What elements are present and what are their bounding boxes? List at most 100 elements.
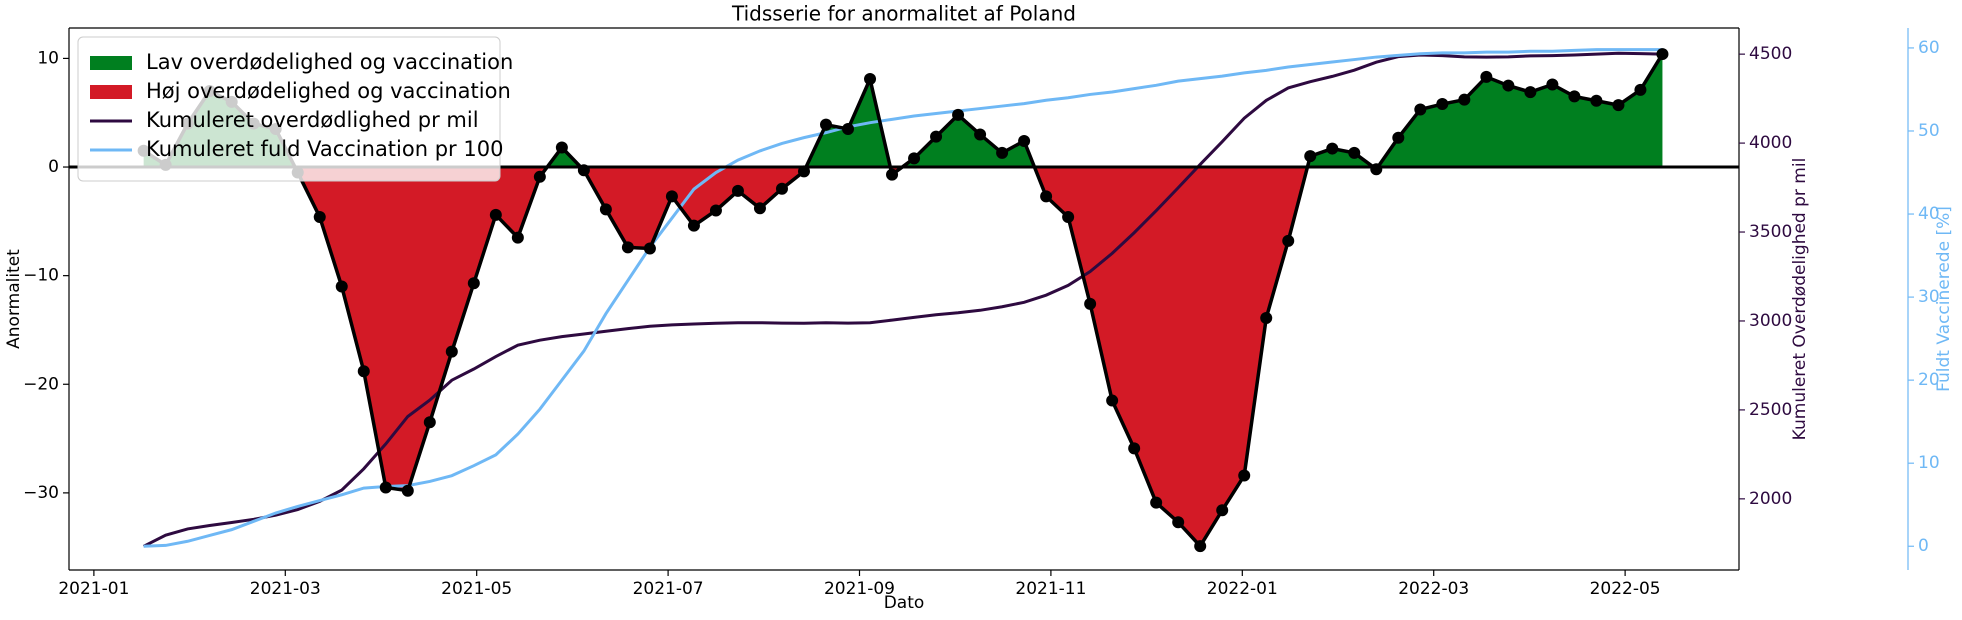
y2-tick-label: 4500	[1749, 44, 1792, 64]
anomaly-point	[886, 168, 899, 181]
y3-axis-label: Fuldt Vaccinerede [%]	[1934, 206, 1954, 392]
y2-tick-label: 2500	[1749, 400, 1792, 420]
y3-tick-label: 10	[1918, 453, 1940, 473]
anomaly-point	[379, 481, 392, 494]
anomaly-point	[864, 73, 877, 86]
anomaly-point	[1018, 134, 1031, 147]
x-tick-label: 2022-05	[1590, 579, 1661, 599]
anomaly-point	[467, 277, 480, 290]
x-tick-label: 2021-05	[441, 579, 512, 599]
anomaly-point	[357, 365, 370, 378]
anomaly-point	[1458, 93, 1471, 106]
anomaly-point	[1172, 516, 1185, 529]
y3-tick-label: 50	[1918, 121, 1940, 141]
legend-label: Kumuleret overdødlighed pr mil	[146, 108, 479, 132]
anomaly-point	[1304, 150, 1317, 163]
anomaly-line	[142, 53, 1664, 549]
anomaly-point	[489, 208, 502, 221]
y-axis-label: Anormalitet	[4, 249, 24, 349]
anomaly-point	[820, 118, 833, 131]
x-tick-label: 2021-01	[58, 579, 129, 599]
y3-tick-label: 60	[1918, 38, 1940, 58]
y-tick-label: −10	[23, 266, 59, 286]
anomaly-point	[1062, 210, 1075, 223]
x-tick-label: 2021-11	[1015, 579, 1086, 599]
anomaly-point	[423, 416, 436, 429]
y2-tick-label: 3500	[1749, 222, 1792, 242]
anomaly-point	[952, 108, 965, 121]
x-tick-label: 2022-03	[1398, 579, 1469, 599]
negative-area	[143, 167, 1663, 547]
anomaly-point	[908, 152, 921, 165]
line-series	[143, 48, 1663, 548]
anomaly-point	[665, 190, 678, 203]
legend-swatch	[90, 56, 132, 70]
anomaly-point	[731, 184, 744, 197]
x-axis-label: Dato	[884, 593, 925, 613]
legend-label: Lav overdødelighed og vaccination	[146, 50, 513, 74]
positive-area	[143, 54, 1663, 168]
anomaly-point	[1348, 146, 1361, 159]
legend-label: Høj overdødelighed og vaccination	[146, 79, 511, 103]
y-tick-label: −30	[23, 483, 59, 503]
anomaly-point	[577, 164, 590, 177]
anomaly-point	[1128, 442, 1141, 455]
anomaly-point	[1370, 163, 1383, 176]
legend-swatch	[90, 85, 132, 99]
y3-tick-label: 0	[1918, 536, 1929, 556]
anomaly-point	[1656, 48, 1669, 61]
anomaly-point	[797, 165, 810, 178]
anomaly-point	[1414, 103, 1427, 116]
anomaly-point	[1040, 190, 1053, 203]
anomaly-point	[1436, 98, 1449, 111]
anomaly-point	[335, 280, 348, 293]
anomaly-point	[1524, 86, 1537, 99]
anomaly-point	[1150, 496, 1163, 509]
anomaly-point	[1238, 469, 1251, 482]
anomaly-point	[643, 242, 656, 255]
anomaly-point	[930, 130, 943, 143]
anomaly-point	[1392, 131, 1405, 144]
y-tick-label: −20	[23, 374, 59, 394]
legend-label: Kumuleret fuld Vaccination pr 100	[146, 137, 503, 161]
anomaly-point	[709, 204, 722, 217]
x-tick-label: 2021-07	[633, 579, 704, 599]
anomaly-point	[1282, 234, 1295, 247]
anomaly-point	[1216, 504, 1229, 517]
x-tick-label: 2021-09	[824, 579, 895, 599]
anomaly-point	[533, 170, 546, 183]
anomaly-point	[599, 203, 612, 216]
anomaly-point	[1194, 540, 1207, 553]
anomaly-point	[775, 182, 788, 195]
anomaly-point	[1326, 142, 1339, 155]
anomaly-point	[1106, 394, 1119, 407]
anomaly-point	[621, 241, 634, 254]
anomaly-point	[1634, 83, 1647, 96]
y-tick-label: 0	[48, 157, 59, 177]
anomaly-point	[1502, 79, 1515, 92]
x-tick-label: 2022-01	[1207, 579, 1278, 599]
legend-box	[77, 36, 501, 182]
anomaly-point	[401, 484, 414, 497]
chart-title: Tidsserie for anormalitet af Poland	[731, 2, 1076, 26]
y3-tick-label: 20	[1918, 370, 1940, 390]
y2-tick-label: 2000	[1749, 489, 1792, 509]
anomaly-point	[555, 141, 568, 154]
anomaly-point	[313, 210, 326, 223]
y2-tick-label: 3000	[1749, 311, 1792, 331]
anomaly-point	[1568, 90, 1581, 103]
anomaly-point	[1084, 297, 1097, 310]
anomaly-point	[753, 202, 766, 215]
y-tick-label: 10	[37, 48, 59, 68]
anomaly-point	[1546, 78, 1559, 91]
anomaly-point	[445, 345, 458, 358]
y2-axis-label: Kumuleret Overdødelighed pr mil	[1790, 158, 1810, 441]
y3-tick-label: 30	[1918, 287, 1940, 307]
anomaly-point	[996, 146, 1009, 159]
anomaly-point	[1260, 312, 1273, 325]
y2-tick-label: 4000	[1749, 133, 1792, 153]
anomaly-point	[687, 219, 700, 232]
anomaly-point	[1480, 70, 1493, 83]
anomaly-point	[1612, 99, 1625, 112]
